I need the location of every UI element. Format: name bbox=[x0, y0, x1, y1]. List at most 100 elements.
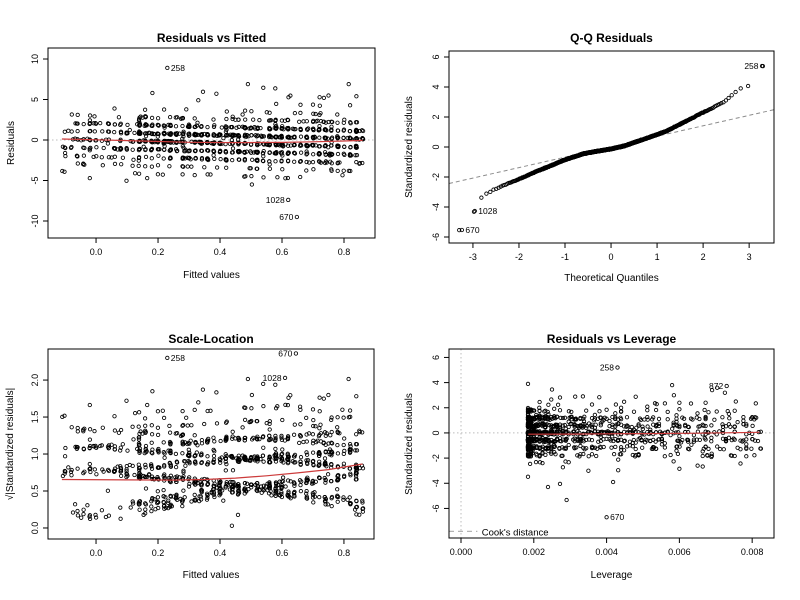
data-point bbox=[184, 107, 189, 112]
data-point bbox=[292, 422, 297, 427]
data-point bbox=[555, 427, 560, 432]
data-point bbox=[354, 145, 359, 150]
data-point bbox=[155, 489, 160, 494]
data-point bbox=[173, 464, 179, 470]
data-point bbox=[69, 473, 74, 478]
data-point bbox=[597, 395, 602, 400]
data-point bbox=[223, 125, 229, 131]
outlier-label: 1028 bbox=[478, 206, 497, 216]
data-point bbox=[174, 140, 179, 145]
data-point bbox=[674, 430, 679, 435]
data-point bbox=[214, 91, 219, 96]
data-point bbox=[326, 449, 332, 454]
data-point bbox=[248, 126, 253, 131]
data-point bbox=[186, 484, 192, 489]
data-point bbox=[353, 441, 359, 447]
data-point bbox=[62, 129, 67, 134]
data-point bbox=[329, 496, 334, 501]
data-point bbox=[694, 415, 699, 420]
data-point bbox=[353, 120, 359, 125]
data-point bbox=[162, 131, 167, 136]
data-point bbox=[629, 424, 634, 430]
data-point bbox=[143, 428, 148, 433]
data-point bbox=[236, 117, 241, 122]
data-point bbox=[267, 133, 272, 138]
y-tick-label: 0.5 bbox=[30, 485, 40, 498]
data-point bbox=[683, 422, 688, 428]
data-point bbox=[700, 453, 705, 459]
data-point bbox=[616, 468, 621, 473]
panel-residuals-vs-fitted: 258 1028 670 0.0 0.2 0.4 0.6 0.8 -10 -5 0 5 10 Resid… bbox=[6, 31, 376, 281]
data-point bbox=[283, 402, 288, 408]
data-point bbox=[566, 460, 571, 465]
data-point bbox=[87, 148, 92, 153]
data-point bbox=[304, 495, 309, 501]
y-tick-label: 1.0 bbox=[30, 448, 40, 461]
data-point bbox=[118, 129, 124, 135]
data-point bbox=[285, 151, 291, 157]
data-point bbox=[292, 483, 297, 488]
data-point bbox=[242, 125, 248, 130]
data-point bbox=[211, 457, 217, 462]
y-tick-label: -5 bbox=[30, 176, 40, 184]
data-point bbox=[677, 407, 682, 412]
data-point bbox=[675, 438, 680, 443]
data-point bbox=[645, 404, 650, 409]
data-point bbox=[526, 415, 532, 420]
data-point bbox=[141, 512, 146, 518]
data-point bbox=[156, 131, 161, 137]
x-tick-label: 1 bbox=[655, 252, 660, 262]
data-point bbox=[242, 480, 248, 486]
data-point bbox=[335, 487, 340, 492]
data-point bbox=[267, 484, 272, 489]
data-point bbox=[272, 125, 277, 131]
data-point bbox=[199, 489, 204, 494]
data-point bbox=[132, 171, 138, 176]
data-point bbox=[575, 429, 580, 434]
data-point bbox=[560, 415, 566, 421]
data-point bbox=[322, 150, 328, 155]
data-point bbox=[274, 125, 279, 130]
data-point bbox=[311, 463, 316, 468]
data-point bbox=[709, 423, 714, 428]
data-point bbox=[224, 132, 229, 137]
data-point bbox=[288, 479, 293, 484]
data-point bbox=[98, 120, 103, 126]
data-point bbox=[249, 406, 254, 411]
data-point bbox=[181, 441, 186, 447]
data-point bbox=[301, 439, 306, 445]
data-point bbox=[260, 158, 266, 163]
data-point bbox=[193, 459, 198, 464]
data-point bbox=[572, 423, 577, 428]
data-point bbox=[130, 501, 136, 506]
data-point bbox=[87, 513, 93, 518]
data-point bbox=[242, 457, 248, 462]
data-point bbox=[82, 426, 87, 431]
data-point bbox=[218, 458, 223, 463]
data-point bbox=[619, 447, 624, 452]
data-point bbox=[723, 436, 728, 442]
data-point bbox=[124, 178, 129, 183]
data-point bbox=[166, 505, 171, 511]
data-point bbox=[261, 154, 266, 159]
data-point bbox=[187, 481, 192, 487]
data-point bbox=[149, 432, 155, 437]
data-point bbox=[264, 110, 269, 115]
data-point bbox=[258, 456, 263, 462]
data-point bbox=[310, 432, 316, 437]
data-point bbox=[313, 111, 318, 117]
outlier-label: 670 bbox=[465, 225, 479, 235]
data-point bbox=[221, 498, 226, 503]
data-point bbox=[546, 438, 551, 443]
data-point bbox=[240, 112, 245, 117]
data-point bbox=[559, 453, 564, 459]
data-point bbox=[537, 437, 542, 442]
data-point bbox=[149, 123, 154, 128]
scatter-points bbox=[60, 376, 366, 528]
data-point bbox=[181, 422, 186, 428]
data-point bbox=[562, 422, 567, 428]
data-point bbox=[618, 445, 624, 450]
data-point bbox=[648, 427, 653, 432]
data-point bbox=[542, 409, 547, 414]
data-point bbox=[88, 128, 93, 134]
